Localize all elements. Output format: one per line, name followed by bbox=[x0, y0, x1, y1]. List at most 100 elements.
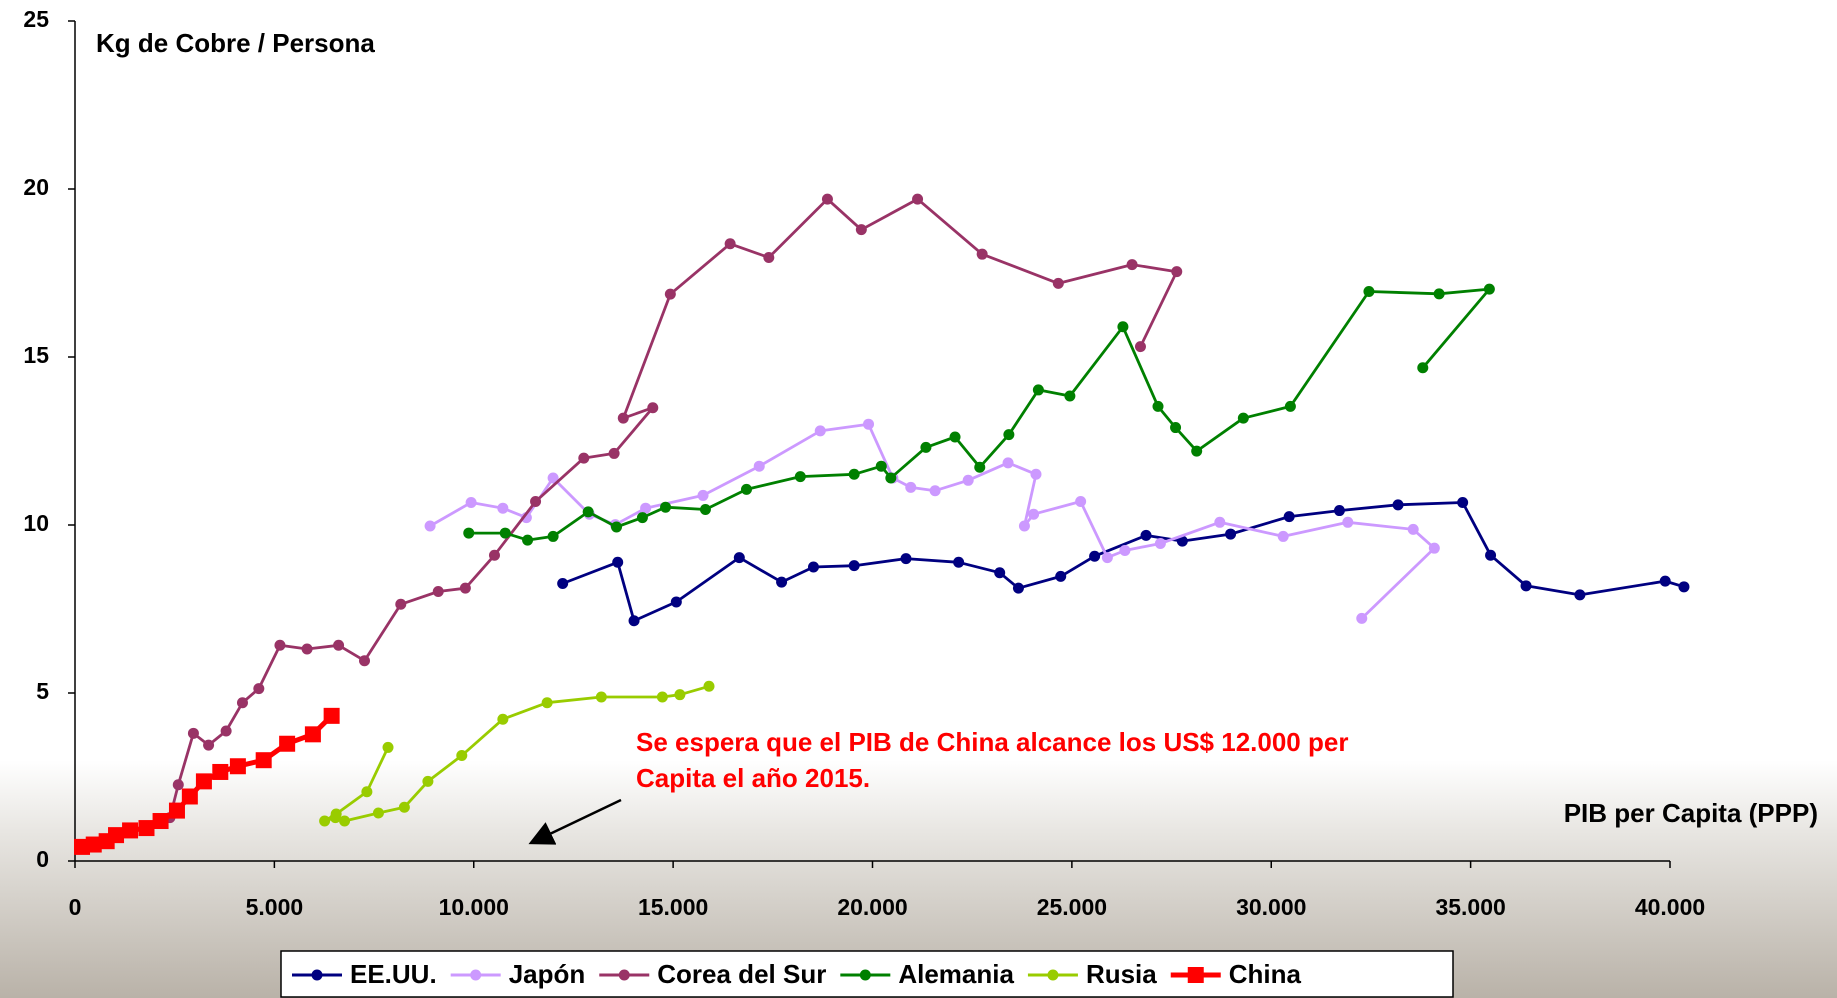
x-tick-label: 35.000 bbox=[1435, 894, 1505, 920]
point bbox=[122, 822, 139, 839]
point bbox=[236, 697, 248, 709]
point bbox=[195, 773, 212, 790]
point bbox=[1191, 445, 1203, 457]
legend: EE.UU. Japón Corea del Sur Alemania Rusia Chi… bbox=[292, 959, 1302, 989]
point bbox=[855, 224, 867, 236]
point bbox=[152, 813, 169, 830]
point bbox=[976, 248, 988, 260]
point bbox=[395, 598, 407, 610]
point bbox=[611, 521, 623, 533]
point bbox=[1117, 321, 1129, 333]
point bbox=[203, 739, 215, 751]
point bbox=[398, 801, 410, 813]
point bbox=[1225, 528, 1237, 540]
point bbox=[361, 786, 373, 798]
point bbox=[647, 402, 659, 414]
point bbox=[547, 530, 559, 542]
point bbox=[456, 749, 468, 761]
point bbox=[1152, 400, 1164, 412]
point bbox=[255, 752, 272, 769]
point bbox=[253, 683, 265, 695]
point bbox=[1342, 516, 1354, 528]
y-tick-label: 0 bbox=[36, 846, 49, 872]
point bbox=[674, 689, 686, 701]
point bbox=[848, 560, 860, 572]
point bbox=[885, 472, 897, 484]
point bbox=[1089, 550, 1101, 562]
point bbox=[168, 802, 185, 819]
point bbox=[465, 496, 477, 508]
point bbox=[1284, 400, 1296, 412]
point bbox=[1356, 612, 1368, 624]
point bbox=[333, 639, 345, 651]
point bbox=[220, 725, 232, 737]
point bbox=[962, 474, 974, 486]
point bbox=[497, 713, 509, 725]
y-axis-title: Kg de Cobre / Persona bbox=[96, 28, 375, 58]
point bbox=[776, 576, 788, 588]
point bbox=[1457, 496, 1469, 508]
point bbox=[1392, 499, 1404, 511]
plot-area: 0 5 10 15 20 25 0 5.000 10.000 15.000 20.000 25.000… bbox=[23, 6, 1705, 920]
point bbox=[848, 468, 860, 480]
point bbox=[422, 775, 434, 787]
point bbox=[274, 639, 286, 651]
annotation: Capita el año 2015. bbox=[636, 763, 870, 793]
legend-label: Rusia bbox=[1086, 959, 1157, 989]
point bbox=[432, 586, 444, 598]
annotation-arrow bbox=[528, 798, 622, 845]
x-tick-label: 10.000 bbox=[439, 894, 509, 920]
point bbox=[608, 447, 620, 459]
point bbox=[323, 707, 340, 724]
x-axis-title: PIB per Capita (PPP) bbox=[1564, 798, 1818, 828]
point bbox=[1064, 390, 1076, 402]
point bbox=[697, 489, 709, 501]
y-tick-label: 10 bbox=[23, 510, 49, 536]
point bbox=[488, 549, 500, 561]
y-tick-label: 25 bbox=[23, 6, 49, 32]
legend-marker bbox=[618, 969, 630, 981]
point bbox=[994, 567, 1006, 579]
legend-label: Alemania bbox=[898, 959, 1014, 989]
legend-label: China bbox=[1229, 959, 1302, 989]
point bbox=[660, 501, 672, 513]
point bbox=[1055, 570, 1067, 582]
point bbox=[1032, 384, 1044, 396]
point bbox=[724, 238, 736, 250]
point bbox=[319, 815, 331, 827]
point bbox=[1119, 545, 1131, 557]
annotation: Se espera que el PIB de China alcance lo… bbox=[636, 727, 1348, 757]
y-tick-label: 15 bbox=[23, 342, 49, 368]
legend-label: EE.UU. bbox=[350, 959, 437, 989]
point bbox=[339, 815, 351, 827]
point bbox=[794, 471, 806, 483]
point bbox=[1030, 468, 1042, 480]
legend-label: Japón bbox=[509, 959, 586, 989]
point bbox=[279, 735, 296, 752]
point bbox=[670, 596, 682, 608]
point bbox=[912, 193, 924, 205]
point bbox=[172, 779, 184, 791]
point bbox=[1075, 495, 1087, 507]
point bbox=[138, 820, 155, 837]
y-tick-label: 20 bbox=[23, 174, 49, 200]
point bbox=[1140, 529, 1152, 541]
point bbox=[699, 504, 711, 516]
x-tick-label: 15.000 bbox=[638, 894, 708, 920]
point bbox=[1520, 580, 1532, 592]
legend-marker bbox=[859, 969, 871, 981]
series bbox=[74, 707, 340, 855]
point bbox=[664, 288, 676, 300]
point bbox=[1214, 516, 1226, 528]
x-tick-label: 40.000 bbox=[1635, 894, 1705, 920]
point bbox=[1407, 523, 1419, 535]
point bbox=[463, 527, 475, 539]
point bbox=[617, 412, 629, 424]
point bbox=[85, 836, 102, 853]
point bbox=[1574, 589, 1586, 601]
point bbox=[949, 431, 961, 443]
legend-marker bbox=[311, 969, 323, 981]
point bbox=[900, 553, 912, 565]
point bbox=[656, 691, 668, 703]
